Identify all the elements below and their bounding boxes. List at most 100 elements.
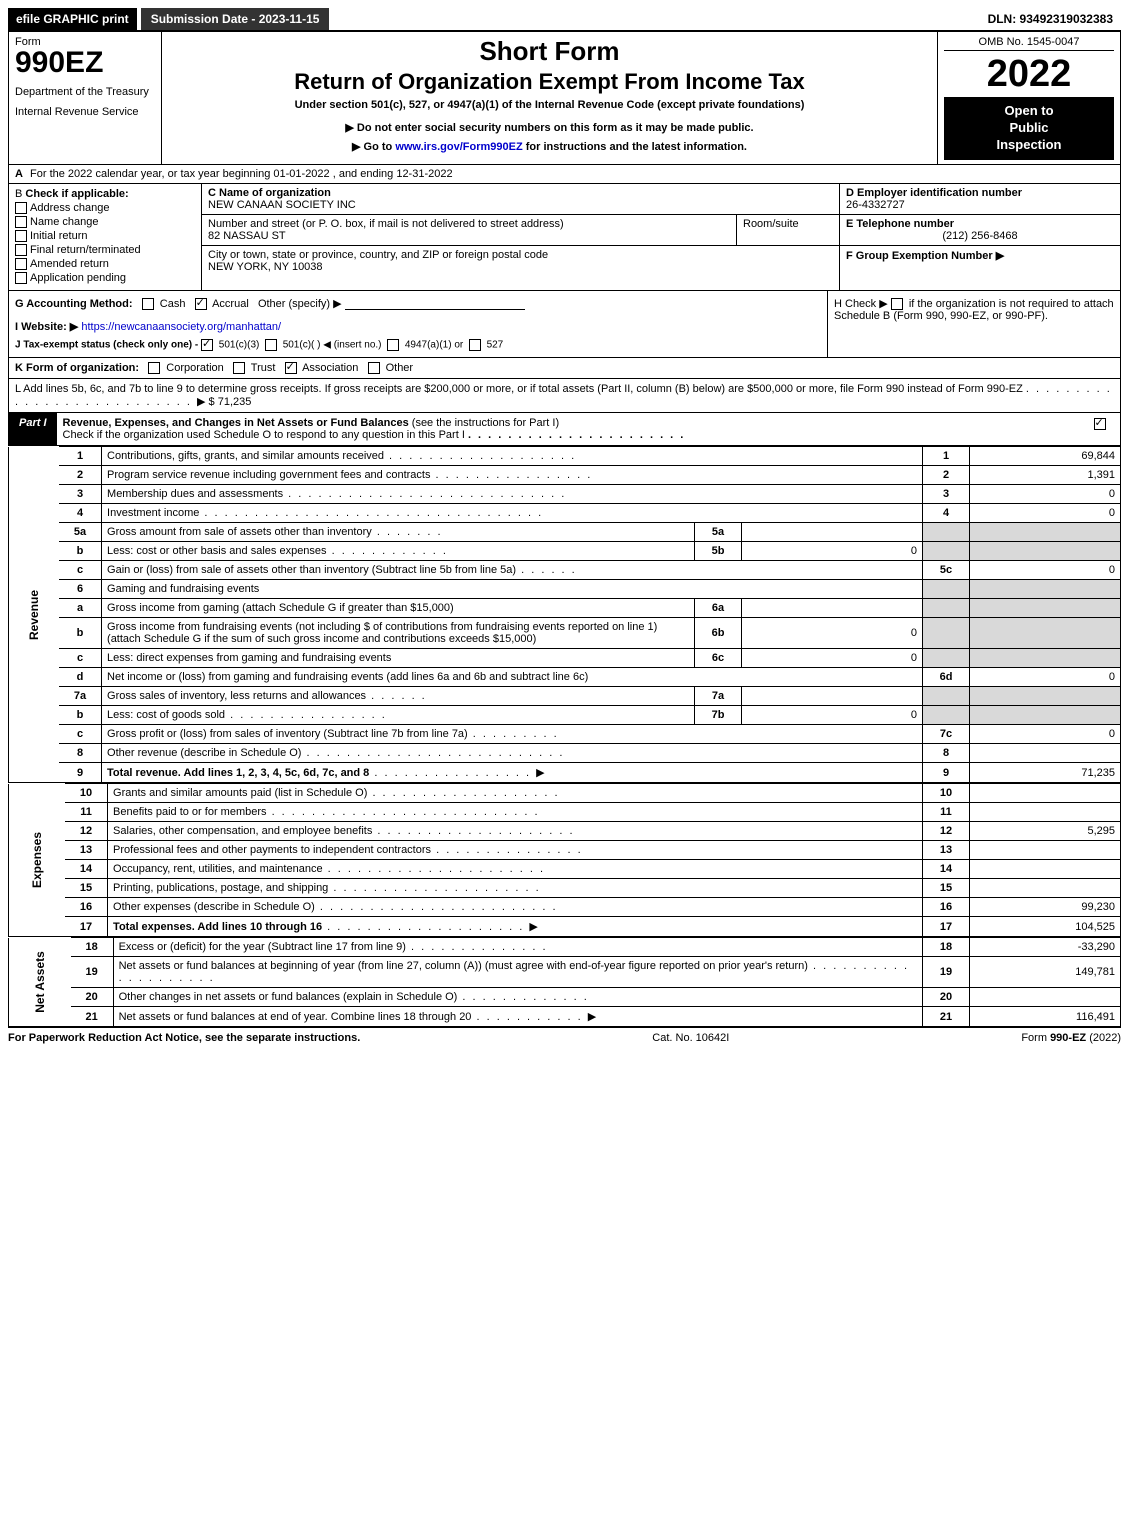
line-18: Net Assets 18 Excess or (deficit) for th…	[9, 938, 1121, 957]
letter-j: J Tax-exempt status (check only one) -	[15, 340, 198, 351]
h-text1: H Check ▶	[834, 298, 888, 310]
line-7b: b Less: cost of goods sold . . . . . . .…	[9, 706, 1121, 725]
col-def: D Employer identification number 26-4332…	[839, 184, 1120, 291]
line-21: 21 Net assets or fund balances at end of…	[9, 1007, 1121, 1027]
line-5c: c Gain or (loss) from sale of assets oth…	[9, 561, 1121, 580]
i-row: I Website: ▶ https://newcanaansociety.or…	[15, 320, 821, 333]
chk-other-org[interactable]	[368, 362, 380, 374]
form-header: Form 990EZ Department of the Treasury In…	[8, 32, 1121, 165]
f-label: F Group Exemption Number ▶	[846, 250, 1004, 262]
chk-application-pending[interactable]: Application pending	[15, 272, 195, 284]
g-row: G Accounting Method: Cash Accrual Other …	[15, 297, 821, 310]
line-6: 6 Gaming and fundraising events	[9, 580, 1121, 599]
efile-label[interactable]: efile GRAPHIC print	[8, 8, 137, 30]
street-block: Number and street (or P. O. box, if mail…	[202, 215, 737, 245]
city-value: NEW YORK, NY 10038	[208, 261, 323, 273]
dept-irs: Internal Revenue Service	[15, 106, 155, 118]
line-1: Revenue 1 Contributions, gifts, grants, …	[9, 447, 1121, 466]
chk-schedule-o[interactable]	[1094, 418, 1106, 430]
block-gh: G Accounting Method: Cash Accrual Other …	[8, 291, 1121, 358]
footer-right: Form 990-EZ (2022)	[1021, 1032, 1121, 1044]
line-17: 17 Total expenses. Add lines 10 through …	[9, 917, 1121, 937]
revenue-table: Revenue 1 Contributions, gifts, grants, …	[8, 446, 1121, 783]
header-left: Form 990EZ Department of the Treasury In…	[9, 32, 162, 164]
line-12: 12 Salaries, other compensation, and emp…	[9, 822, 1121, 841]
chk-address-change[interactable]: Address change	[15, 202, 195, 214]
top-bar: efile GRAPHIC print Submission Date - 20…	[8, 8, 1121, 32]
header-center: Short Form Return of Organization Exempt…	[162, 32, 938, 164]
part1-tag: Part I	[9, 413, 57, 445]
line-5a: 5a Gross amount from sale of assets othe…	[9, 523, 1121, 542]
header-right: OMB No. 1545-0047 2022 Open to Public In…	[938, 32, 1120, 164]
irs-link[interactable]: www.irs.gov/Form990EZ	[395, 141, 522, 153]
chk-assoc[interactable]	[285, 362, 297, 374]
netassets-table: Net Assets 18 Excess or (deficit) for th…	[8, 937, 1121, 1027]
line-6d: d Net income or (loss) from gaming and f…	[9, 668, 1121, 687]
line-2: 2 Program service revenue including gove…	[9, 466, 1121, 485]
chk-501c3[interactable]	[201, 339, 213, 351]
line-13: 13 Professional fees and other payments …	[9, 841, 1121, 860]
line-8: 8 Other revenue (describe in Schedule O)…	[9, 744, 1121, 763]
line-14: 14 Occupancy, rent, utilities, and maint…	[9, 860, 1121, 879]
inspection-badge: Open to Public Inspection	[944, 97, 1114, 160]
footer-left: For Paperwork Reduction Act Notice, see …	[8, 1032, 360, 1044]
letter-a: A	[15, 168, 23, 180]
chk-name-change[interactable]: Name change	[15, 216, 195, 228]
dept-treasury: Department of the Treasury	[15, 86, 155, 98]
line-7c: c Gross profit or (loss) from sales of i…	[9, 725, 1121, 744]
part1-header: Part I Revenue, Expenses, and Changes in…	[8, 413, 1121, 446]
chk-accrual[interactable]	[195, 298, 207, 310]
tax-year: 2022	[944, 55, 1114, 93]
street-value: 82 NASSAU ST	[208, 230, 286, 242]
line-15: 15 Printing, publications, postage, and …	[9, 879, 1121, 898]
line-9: 9 Total revenue. Add lines 1, 2, 3, 4, 5…	[9, 763, 1121, 783]
chk-501c[interactable]	[265, 339, 277, 351]
inspect-line1: Open to	[948, 103, 1110, 120]
dln: DLN: 93492319032383	[980, 8, 1121, 30]
row-l: L Add lines 5b, 6c, and 7b to line 9 to …	[8, 379, 1121, 413]
website-link[interactable]: https://newcanaansociety.org/manhattan/	[81, 321, 281, 333]
chk-amended-return[interactable]: Amended return	[15, 258, 195, 270]
line-10: Expenses 10 Grants and similar amounts p…	[9, 784, 1121, 803]
d-label: D Employer identification number	[846, 187, 1022, 199]
line-6a: a Gross income from gaming (attach Sched…	[9, 599, 1121, 618]
line-6c: c Less: direct expenses from gaming and …	[9, 649, 1121, 668]
main-title: Return of Organization Exempt From Incom…	[168, 69, 931, 95]
submission-date: Submission Date - 2023-11-15	[141, 8, 330, 30]
letter-b: B	[15, 188, 22, 200]
short-form-title: Short Form	[168, 36, 931, 67]
row-k: K Form of organization: Corporation Trus…	[8, 358, 1121, 379]
chk-trust[interactable]	[233, 362, 245, 374]
footer-cat: Cat. No. 10642I	[360, 1032, 1021, 1044]
chk-h[interactable]	[891, 298, 903, 310]
block-bcdef: B Check if applicable: Address change Na…	[8, 184, 1121, 292]
address-row: Number and street (or P. O. box, if mail…	[202, 215, 839, 246]
line-20: 20 Other changes in net assets or fund b…	[9, 988, 1121, 1007]
col-g: G Accounting Method: Cash Accrual Other …	[9, 291, 828, 357]
other-specify-line	[345, 309, 525, 310]
chk-527[interactable]	[469, 339, 481, 351]
l-amount: $ 71,235	[209, 396, 252, 408]
f-row: F Group Exemption Number ▶	[840, 246, 1120, 265]
city-label: City or town, state or province, country…	[208, 249, 548, 261]
chk-4947[interactable]	[387, 339, 399, 351]
goto-notice: ▶ Go to www.irs.gov/Form990EZ for instru…	[168, 140, 931, 153]
form-number: 990EZ	[15, 48, 155, 78]
chk-cash[interactable]	[142, 298, 154, 310]
b-head: Check if applicable:	[25, 188, 128, 200]
chk-final-return[interactable]: Final return/terminated	[15, 244, 195, 256]
ein-value: 26-4332727	[846, 199, 905, 211]
chk-initial-return[interactable]: Initial return	[15, 230, 195, 242]
phone-value: (212) 256-8468	[846, 230, 1114, 242]
letter-i: I Website: ▶	[15, 321, 78, 333]
side-expenses: Expenses	[9, 784, 66, 937]
row-a-text: For the 2022 calendar year, or tax year …	[30, 168, 453, 180]
j-row: J Tax-exempt status (check only one) - 5…	[15, 339, 821, 351]
line-3: 3 Membership dues and assessments . . . …	[9, 485, 1121, 504]
city-block: City or town, state or province, country…	[202, 246, 839, 276]
letter-g: G Accounting Method:	[15, 298, 133, 310]
inspect-line2: Public	[948, 120, 1110, 137]
street-label: Number and street (or P. O. box, if mail…	[208, 218, 564, 230]
line-5b: b Less: cost or other basis and sales ex…	[9, 542, 1121, 561]
chk-corp[interactable]	[148, 362, 160, 374]
